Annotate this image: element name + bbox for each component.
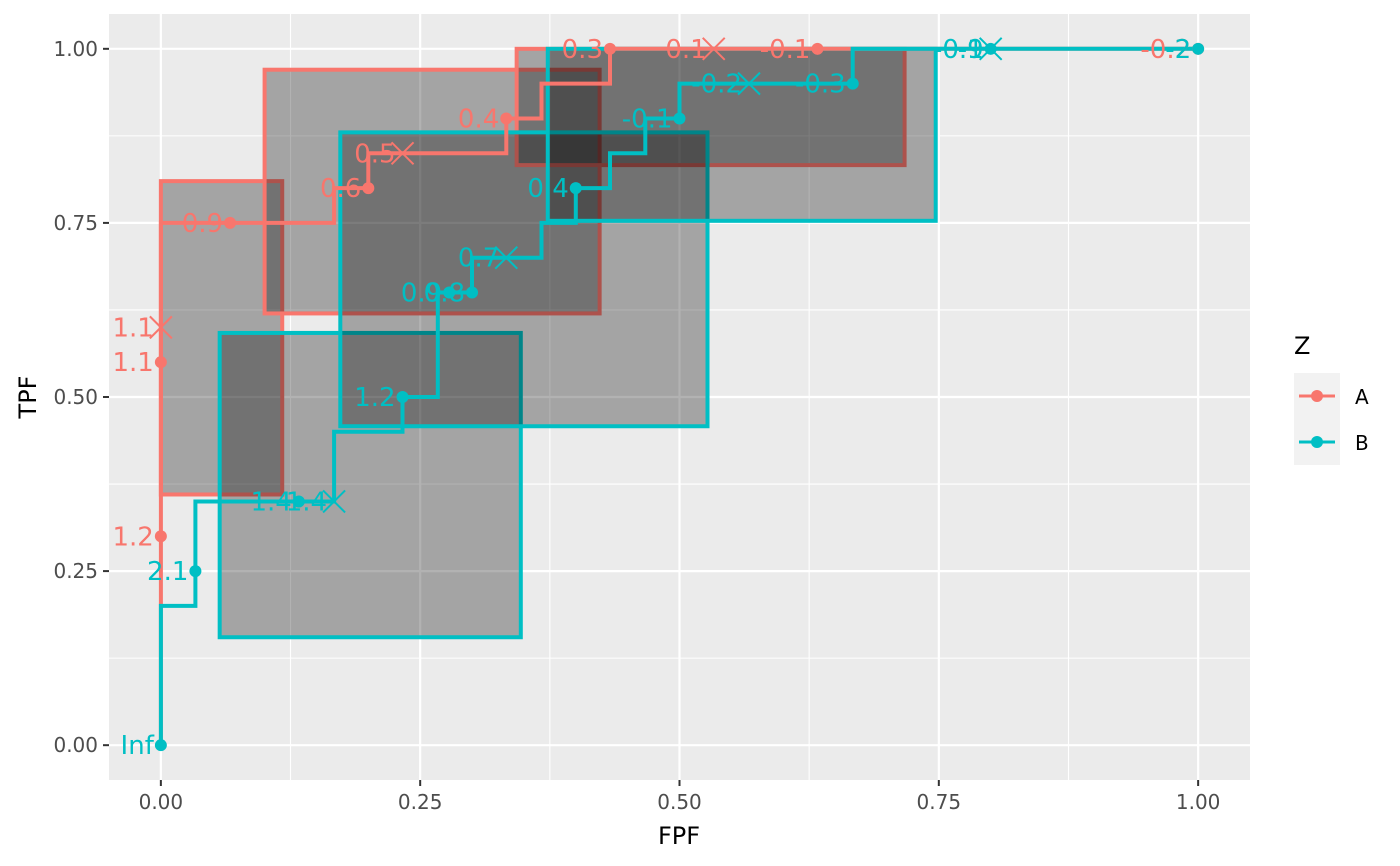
point-label-B: 0.9	[401, 279, 442, 309]
y-tick-label: 0.00	[53, 733, 98, 757]
legend-label-A: A	[1355, 385, 1369, 409]
point-dot-B	[673, 112, 686, 125]
y-tick-label: 0.75	[53, 211, 98, 235]
x-tick-label: 1.00	[1176, 790, 1221, 814]
point-cross-A	[149, 315, 173, 340]
x-axis-title: FPF	[658, 822, 700, 850]
point-cross-stroke	[390, 141, 415, 165]
y-tick-label: 0.50	[53, 385, 98, 409]
point-label-B: -0.1	[622, 104, 673, 134]
roc-curve-B	[158, 46, 1199, 746]
point-dot-B	[396, 391, 409, 403]
point-label-A: 1.2	[113, 522, 154, 552]
x-tick-label: 0.25	[398, 790, 443, 814]
point-label-A: 1.1	[113, 313, 154, 343]
x-tick-label: 0.75	[917, 790, 962, 814]
point-label-B: 1.4	[286, 487, 327, 517]
point-dot-A	[224, 216, 237, 229]
legend-key-dot-B	[1311, 436, 1323, 448]
point-label-B: -2	[1165, 35, 1191, 65]
point-cross-stroke	[149, 315, 173, 340]
point-label-A: 1.1	[113, 348, 154, 378]
legend: Z AB	[1294, 332, 1369, 465]
y-axis-title: TPF	[14, 376, 42, 420]
y-axis: 0.00 0.25 0.50 0.75 1.00	[53, 37, 109, 757]
point-dot-B	[189, 565, 202, 578]
legend-key-dot-A	[1311, 390, 1323, 402]
legend-title: Z	[1294, 332, 1310, 360]
point-dot-B	[443, 286, 456, 299]
point-label-B: 0.7	[458, 244, 499, 274]
point-labels: 1.2 1.1 0.9 0.6 0.4 0.3 -0.1 -0.2 1.1 0.5 0.1 Inf 2.…	[113, 35, 1192, 761]
y-tick-label: 0.25	[53, 559, 98, 583]
confidence-region-B	[338, 130, 710, 429]
point-label-A: -0.1	[760, 35, 811, 65]
point-label-B: 1.2	[354, 383, 395, 413]
point-label-B: 0.8	[424, 279, 465, 309]
point-dot-B	[154, 739, 167, 752]
point-cross-B	[494, 246, 518, 270]
confidence-region-A	[262, 67, 602, 316]
point-cross-stroke	[702, 37, 726, 61]
point-label-B: Inf	[121, 731, 155, 761]
x-axis: 0.00 0.25 0.50 0.75 1.00	[139, 780, 1221, 814]
point-label-A: 0.6	[320, 174, 361, 204]
point-markers	[149, 37, 1205, 752]
point-cross-stroke	[494, 246, 518, 270]
confidence-region-B	[217, 330, 523, 640]
point-label-A: 0.9	[182, 209, 223, 239]
point-dot-A	[362, 182, 375, 195]
point-cross-A	[390, 141, 415, 165]
point-cross-stroke	[737, 71, 761, 96]
point-dot-A	[604, 42, 617, 55]
point-dot-B	[1192, 42, 1205, 55]
point-label-B: 2.1	[147, 557, 188, 587]
point-label-A: 0.1	[665, 35, 706, 65]
point-label-B: -0.2	[691, 70, 742, 100]
point-dot-B	[846, 77, 859, 90]
point-dot-A	[811, 42, 824, 55]
y-tick-label: 1.00	[53, 37, 98, 61]
legend-label-B: B	[1355, 431, 1369, 455]
x-tick-label: 0.00	[139, 790, 184, 814]
point-cross-B	[322, 489, 346, 514]
point-dot-B	[466, 286, 479, 299]
x-tick-label: 0.50	[657, 790, 702, 814]
point-label-B: -1	[958, 35, 984, 65]
point-dot-A	[154, 530, 167, 543]
point-label-A: 0.4	[458, 104, 499, 134]
point-cross-stroke	[978, 37, 1003, 61]
legend-keys: AB	[1294, 373, 1369, 465]
confidence-regions	[158, 46, 938, 640]
point-cross-B	[978, 37, 1003, 61]
point-cross-B	[737, 71, 761, 96]
point-label-B: 1.4	[250, 487, 291, 517]
point-dot-A	[500, 112, 513, 125]
point-cross-A	[702, 37, 726, 61]
point-label-A: -0.2	[1140, 35, 1191, 65]
point-label-A: 0.5	[354, 139, 395, 169]
point-cross-stroke	[322, 489, 346, 514]
point-dot-B	[292, 495, 305, 508]
point-dot-A	[154, 356, 167, 369]
point-dot-B	[569, 182, 582, 195]
point-label-B: -0.9	[933, 35, 984, 65]
point-label-A: 0.3	[562, 35, 603, 65]
point-label-B: 0.4	[527, 174, 568, 204]
point-label-B: -0.3	[795, 70, 846, 100]
